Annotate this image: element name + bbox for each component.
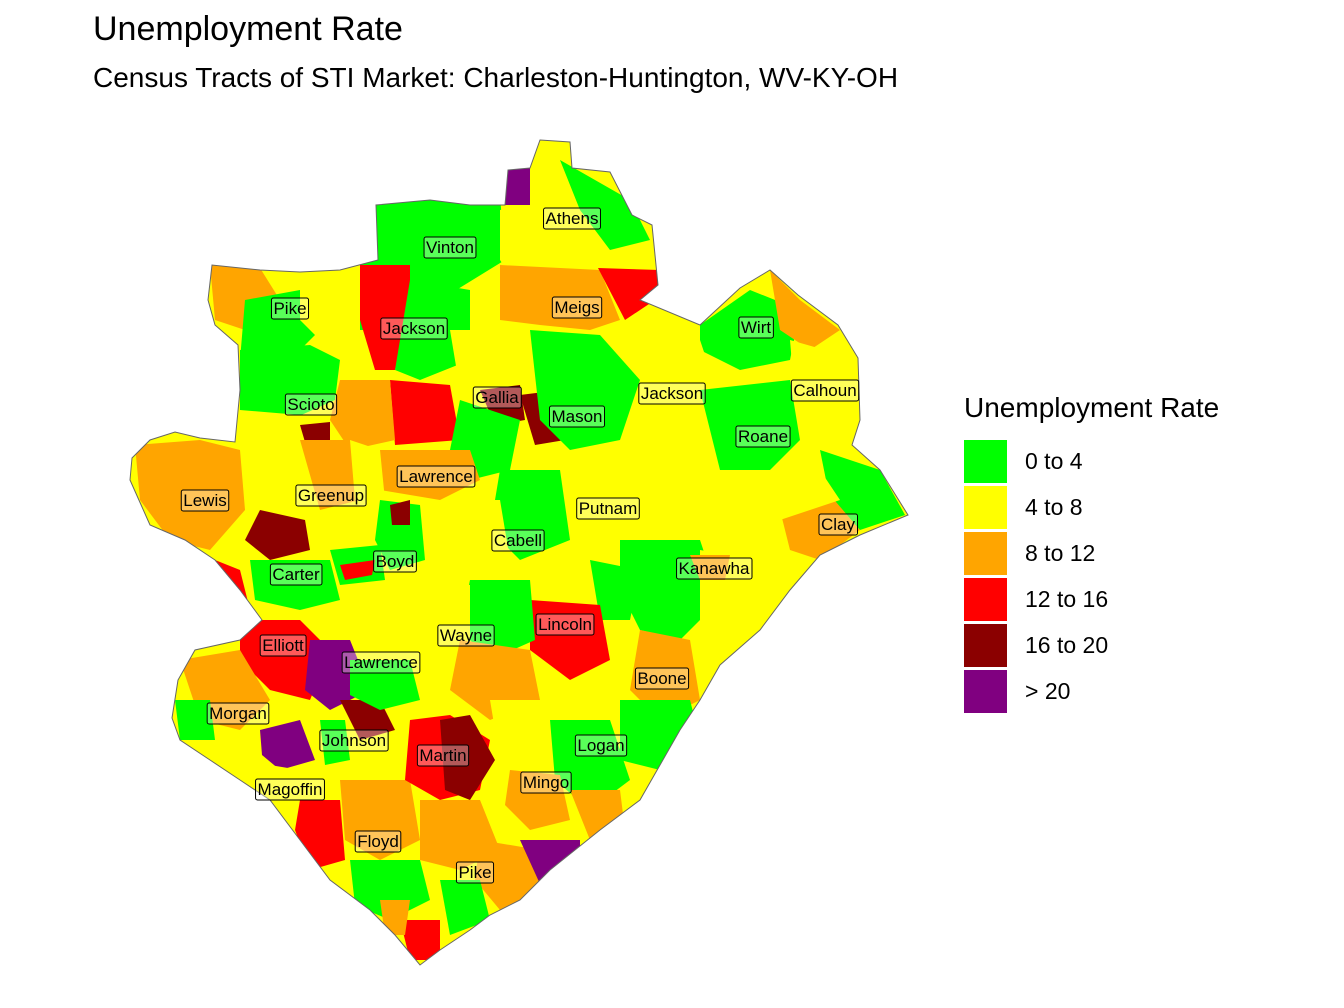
county-label: Boyd [373,550,417,573]
county-label: Jackson [638,382,706,405]
county-name: Magoffin [258,780,323,799]
choropleth-map: Athens Vinton Pike Jackson Meigs Wirt Calhoun S… [129,139,909,966]
county-label: Greenup [295,484,367,507]
county-name: Logan [577,736,624,755]
county-label: Lawrence [396,465,476,488]
county-label: Wayne [437,624,495,647]
county-name: Jackson [641,384,703,403]
county-label: Magoffin [255,778,325,801]
county-name: Clay [821,515,856,534]
legend-item: > 20 [964,668,1219,714]
county-name: Boone [637,669,686,688]
legend-swatch [964,485,1007,529]
county-label: Lincoln [535,613,595,636]
legend-label: 4 to 8 [1025,493,1083,520]
county-name: Morgan [209,704,267,723]
legend-label: 12 to 16 [1025,585,1109,612]
county-name: Scioto [287,395,334,414]
county-name: Cabell [494,531,542,550]
legend-item: 12 to 16 [964,576,1219,622]
legend: Unemployment Rate 0 to 4 4 to 8 8 to 12 … [964,392,1219,714]
legend-item: 8 to 12 [964,530,1219,576]
legend-swatch [964,439,1007,483]
county-name: Meigs [554,298,599,317]
county-label: Calhoun [790,379,860,402]
county-name: Pike [458,863,491,882]
county-label: Carter [269,563,323,586]
legend-swatch [964,577,1007,621]
county-name: Putnam [579,499,638,518]
map-title: Unemployment Rate [93,10,403,48]
county-name: Roane [738,427,788,446]
county-name: Lewis [183,491,226,510]
county-name: Elliott [262,636,304,655]
county-label: Morgan [206,702,270,725]
county-label: Putnam [576,497,640,520]
county-labels: Athens Vinton Pike Jackson Meigs Wirt Calhoun S… [180,207,860,884]
county-label: Logan [574,734,628,757]
county-name: Athens [546,209,599,228]
county-name: Mason [551,407,602,426]
county-label: Floyd [354,830,402,853]
county-name: Lincoln [538,615,592,634]
county-label: Martin [416,744,470,767]
map-subtitle: Census Tracts of STI Market: Charleston-… [93,62,899,93]
county-label: Gallia [472,386,522,409]
county-name: Lawrence [399,467,473,486]
county-label: Scioto [284,393,338,416]
county-label: Pike [270,297,310,320]
county-name: Boyd [376,552,415,571]
county-label: Meigs [551,296,603,319]
county-label: Kanawha [676,557,753,580]
legend-swatch [964,669,1007,713]
county-name: Pike [273,299,306,318]
legend-label: 16 to 20 [1025,631,1109,658]
county-name: Jackson [383,319,445,338]
county-label: Mason [548,405,606,428]
county-label: Johnson [319,729,389,752]
county-name: Wirt [741,318,771,337]
legend-swatch [964,531,1007,575]
market-boundary [129,139,909,966]
county-label: Elliott [259,634,307,657]
legend-label: 0 to 4 [1025,447,1083,474]
county-name: Carter [272,565,320,584]
county-label: Clay [818,513,859,536]
county-name: Greenup [298,486,364,505]
county-label: Lewis [180,489,230,512]
county-label: Athens [543,207,601,230]
county-label: Jackson [380,317,448,340]
legend-swatch [964,623,1007,667]
legend-item: 16 to 20 [964,622,1219,668]
legend-item: 0 to 4 [964,438,1219,484]
county-label: Vinton [423,236,477,259]
census-tracts [130,140,908,965]
county-label: Lawrence [341,651,421,674]
county-name: Calhoun [793,381,856,400]
county-label: Wirt [738,316,774,339]
legend-item: 4 to 8 [964,484,1219,530]
county-name: Johnson [322,731,386,750]
county-name: Kanawha [679,559,750,578]
county-label: Pike [455,861,495,884]
county-name: Mingo [523,773,569,792]
county-label: Boone [634,667,690,690]
legend-label: 8 to 12 [1025,539,1096,566]
county-name: Martin [419,746,466,765]
county-name: Vinton [426,238,474,257]
county-name: Floyd [357,832,399,851]
legend-label: > 20 [1025,677,1071,704]
county-label: Cabell [491,529,545,552]
county-name: Lawrence [344,653,418,672]
county-label: Mingo [520,771,572,794]
county-name: Gallia [475,388,519,407]
legend-title: Unemployment Rate [964,392,1220,423]
county-name: Wayne [440,626,492,645]
county-label: Roane [735,425,791,448]
